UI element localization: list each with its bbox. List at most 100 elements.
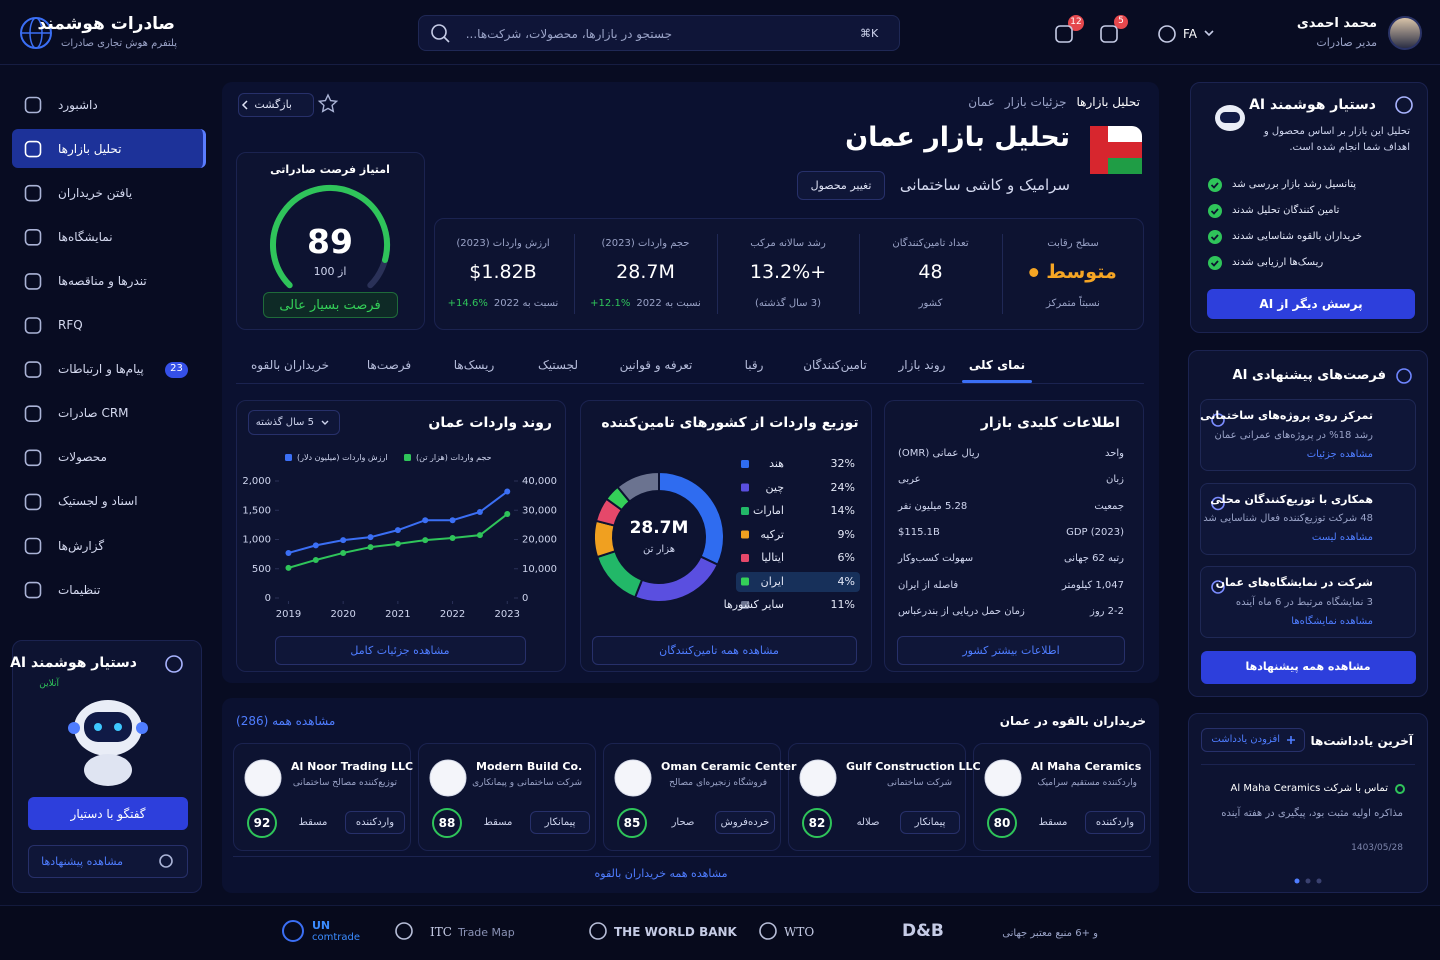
legend-label: ارزش واردات (میلیون دلار) (297, 453, 388, 463)
stat-divider (1001, 234, 1003, 314)
buyers-view-all[interactable]: مشاهده همه (286) (236, 713, 336, 728)
nav-label[interactable]: RFQ (58, 318, 83, 333)
assistant-button-label[interactable]: پرسش دیگر از AI (1259, 296, 1363, 311)
tab[interactable]: ریسک‌ها (453, 357, 495, 372)
opportunities-button-label[interactable]: مشاهده همه پیشنهادها (1245, 660, 1371, 674)
nav-label[interactable]: گزارش‌ها (58, 538, 105, 553)
tab[interactable]: تعرفه و قوانین (619, 357, 693, 372)
nav-label[interactable]: اسناد و لجستیک (58, 494, 138, 509)
opportunity-link[interactable]: مشاهده لیست (1311, 532, 1373, 544)
stat-note: نسبت به 2022 (493, 297, 559, 309)
search-placeholder: جستجو در بازارها، محصولات، شرکت‌ها... (465, 26, 672, 41)
tab[interactable]: نمای کلی (968, 357, 1026, 372)
opportunity-title: همکاری با توزیع‌کنندگان محلی (1210, 492, 1373, 506)
tab[interactable]: خریداران بالقوه (251, 357, 329, 372)
assistant-button[interactable] (1207, 289, 1415, 319)
buyer-tag (530, 811, 590, 834)
note-date: 1403/05/28 (1351, 843, 1403, 854)
tab[interactable]: تامین‌کنندگان (803, 357, 867, 372)
stat-note: (3 سال گذشته) (755, 298, 821, 310)
stat-divider (574, 234, 575, 314)
sources-more: و +6 منبع معتبر جهانی (1002, 927, 1098, 939)
buyers-footer-link[interactable]: مشاهده همه خریداران بالقوه (594, 867, 728, 881)
info-label: رتبه 62 جهانی (1063, 553, 1124, 565)
opportunity-link[interactable]: مشاهده نمایشگاه‌ها (1291, 615, 1373, 627)
key-info-button-label[interactable]: اطلاعات بیشتر کشور (962, 644, 1060, 658)
nav-label[interactable]: تحلیل بازارها (58, 141, 122, 156)
opportunity-item[interactable] (1200, 566, 1416, 638)
nav-label[interactable]: CRM صادرات (58, 406, 129, 421)
stat-value: $1.82B (469, 261, 537, 284)
legend-label: ترکیه (760, 527, 784, 541)
source-logo: WTO (784, 925, 814, 939)
info-label: جمعیت (1094, 500, 1124, 512)
suggestions-button-label[interactable]: مشاهده پیشنهادها (41, 855, 123, 869)
back-button[interactable] (238, 93, 314, 117)
buyer-score: 80 (993, 815, 1011, 830)
assistant-check: خریداران بالقوه شناسایی شدند (1232, 230, 1362, 242)
product-name: سرامیک و کاشی ساختمانی (899, 175, 1070, 194)
stat-value: متوسط (1046, 261, 1117, 284)
source-name: WTO (784, 924, 815, 939)
stat-note: نسبتاً متمرکز (1046, 298, 1100, 310)
nav-label[interactable]: تنظیمات (58, 582, 101, 597)
chat-button-label[interactable]: گفتگو با دستیار (70, 806, 146, 821)
buyer-score: 92 (253, 815, 271, 830)
opportunity-text: 48 شرکت توزیع‌کننده فعال شناسایی شد (1203, 513, 1373, 525)
nav-label[interactable]: یافتن خریداران (58, 185, 133, 200)
buyer-tag-label: پیمانکار (914, 816, 946, 828)
range-label[interactable]: 5 سال گذشته (255, 416, 314, 428)
chart-button[interactable] (275, 636, 526, 665)
buyers-footer[interactable] (233, 856, 1151, 888)
tab[interactable]: روند بازار (898, 357, 946, 372)
chat-button[interactable] (28, 797, 188, 830)
opportunity-item[interactable] (1200, 399, 1416, 471)
legend-highlight (736, 571, 860, 592)
nav-label[interactable]: پیام‌ها و ارتباطات (58, 362, 144, 377)
chart-button[interactable] (592, 636, 857, 665)
buyer-type: توزیع‌کننده مصالح ساختمانی (292, 778, 397, 789)
nav-badge (165, 361, 188, 378)
info-value: سهولت کسب‌وکار (898, 553, 974, 565)
opportunity-item[interactable] (1200, 482, 1416, 555)
stat-label: سطح رقابت (1047, 237, 1099, 249)
tab[interactable]: رقبا (744, 357, 764, 372)
tab[interactable]: لجستیک (537, 357, 579, 372)
message-count: 5 (1118, 16, 1124, 27)
nav-label[interactable]: نمایشگاه‌ها (58, 229, 113, 244)
change-product-button[interactable] (797, 171, 885, 200)
buyer-type: شرکت ساختمانی و پیمانکاری (472, 778, 582, 789)
opportunities-button[interactable] (1201, 651, 1416, 684)
back-label[interactable]: بازگشت (254, 98, 292, 112)
chart-button-label[interactable]: مشاهده جزئیات کامل (350, 644, 450, 658)
key-info-button[interactable] (897, 636, 1125, 665)
assistant-text: تحلیل این بازار بر اساس محصول و اهداف شم… (1263, 125, 1410, 153)
buyer-name: Al Maha Ceramics (1031, 760, 1142, 774)
add-note-label[interactable]: افزودن یادداشت (1211, 733, 1280, 745)
opportunity-link[interactable]: مشاهده جزئیات (1306, 448, 1373, 460)
nav-label[interactable]: تندرها و مناقصه‌ها (58, 273, 147, 288)
info-value: ریال عمانی (OMR) (898, 447, 980, 459)
search-box[interactable] (418, 15, 900, 51)
buyer-name: Oman Ceramic Center (661, 760, 797, 774)
breadcrumb-item: جزئیات بازار (1004, 94, 1067, 109)
assistant-check: تامین کنندگان تحلیل شدند (1232, 204, 1340, 216)
tab[interactable]: فرصت‌ها (366, 357, 412, 372)
chart-button-label[interactable]: مشاهده همه تامین‌کنندگان (659, 644, 779, 658)
change-product-label[interactable]: تغییر محصول (810, 179, 872, 193)
score-badge (263, 292, 398, 318)
language[interactable]: FA (1183, 26, 1198, 41)
nav-label[interactable]: داشبورد (58, 97, 98, 112)
legend-label: حجم واردات (هزار تن) (416, 453, 492, 463)
opportunities-title: فرصت‌های پیشنهادی AI (1232, 367, 1386, 383)
legend-value: 4% (837, 574, 855, 588)
info-value: عربی (898, 474, 921, 486)
info-value: فاصله از ایران (898, 579, 959, 591)
nav-label[interactable]: محصولات (58, 450, 107, 465)
stat-value: متوسط (1029, 261, 1117, 284)
buyer-name: Modern Build Co. (476, 760, 583, 774)
buyer-tag-label: خرده‌فروش (720, 816, 770, 828)
buyer-tag-label: واردکننده (355, 816, 395, 828)
